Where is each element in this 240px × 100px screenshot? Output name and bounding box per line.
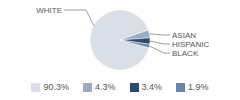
svg-text:BLACK: BLACK [172,49,199,58]
svg-text:WHITE: WHITE [36,6,62,15]
html-text:3.4%: 3.4% [141,82,162,92]
html-text:4.3%: 4.3% [95,82,116,92]
svg-text:HISPANIC: HISPANIC [172,40,209,49]
svg-text:ASIAN: ASIAN [172,31,196,40]
html-text:90.3%: 90.3% [43,82,69,92]
html-text:1.9%: 1.9% [188,82,209,92]
